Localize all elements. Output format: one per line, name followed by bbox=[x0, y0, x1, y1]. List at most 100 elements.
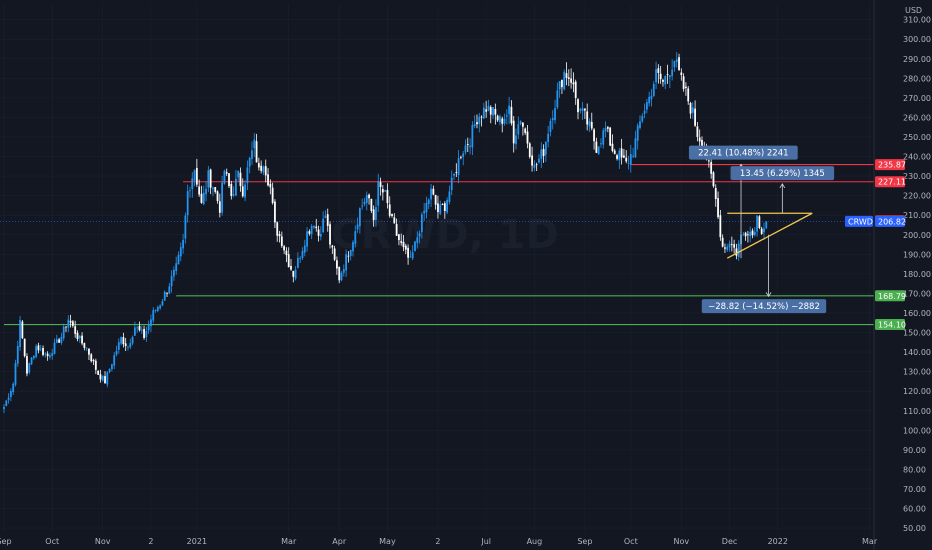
candle-body bbox=[28, 363, 31, 373]
candle-body bbox=[724, 247, 726, 249]
price-tick-label: 280.00 bbox=[903, 74, 931, 83]
candle-body bbox=[632, 155, 635, 157]
candle-body bbox=[512, 120, 515, 144]
candle-body bbox=[71, 321, 74, 326]
candle-body bbox=[749, 231, 752, 237]
candle-body bbox=[365, 195, 368, 203]
candle-body bbox=[765, 221, 768, 229]
candle-body bbox=[443, 203, 446, 211]
price-tick-label: 60.00 bbox=[903, 505, 926, 514]
candle-body bbox=[267, 174, 269, 186]
candle-body bbox=[606, 127, 609, 129]
candle-body bbox=[159, 305, 162, 309]
candle-body bbox=[329, 224, 331, 245]
candle-body bbox=[604, 127, 607, 132]
candle-body bbox=[14, 363, 17, 385]
candle-body bbox=[744, 232, 747, 237]
candle-body bbox=[544, 141, 547, 155]
candle-body bbox=[44, 353, 47, 355]
candle-body bbox=[627, 162, 630, 164]
time-tick-label: 2022 bbox=[768, 537, 788, 546]
price-tick-label: 100.00 bbox=[903, 426, 931, 435]
candle-body bbox=[609, 127, 612, 146]
time-tick-label: Sep bbox=[0, 537, 12, 546]
candle-body bbox=[659, 73, 662, 80]
candle-body bbox=[439, 204, 442, 214]
ticker-tag bbox=[845, 215, 873, 227]
candle-body bbox=[12, 383, 15, 393]
candle-body bbox=[303, 245, 306, 253]
price-tick-label: 110.00 bbox=[903, 407, 931, 416]
candle-body bbox=[182, 239, 184, 249]
candle-body bbox=[391, 214, 393, 216]
price-axis[interactable]: USD 50.00 60.00 70.00 80.00 90.00 100.00 110.0… bbox=[873, 0, 931, 550]
price-tick-label: 270.00 bbox=[903, 94, 931, 103]
candle-body bbox=[411, 252, 414, 259]
candle-body bbox=[402, 241, 405, 248]
candle-body bbox=[58, 339, 61, 343]
measure-label: 22.41 (10.48%) 2241 bbox=[698, 149, 788, 159]
candle-body bbox=[730, 244, 733, 245]
candle-body bbox=[209, 169, 212, 188]
candle-body bbox=[200, 193, 203, 203]
candle-body bbox=[409, 256, 412, 258]
candle-body bbox=[94, 360, 97, 370]
candle-body bbox=[255, 141, 258, 163]
candle-body bbox=[241, 186, 244, 197]
candle-body bbox=[156, 307, 159, 311]
candle-body bbox=[478, 116, 481, 125]
time-tick-label: Nov bbox=[95, 537, 111, 546]
candle-body bbox=[310, 226, 313, 235]
candle-body bbox=[214, 187, 217, 192]
candle-body bbox=[629, 154, 632, 165]
candle-body bbox=[526, 131, 529, 144]
candle-body bbox=[588, 121, 591, 127]
measure-label-box bbox=[730, 166, 835, 181]
candle-body bbox=[398, 234, 400, 240]
watermark: CRWD, 1D bbox=[331, 212, 559, 258]
candle-body bbox=[636, 125, 639, 141]
candle-body bbox=[547, 133, 550, 143]
candle-body bbox=[563, 71, 566, 90]
candle-body bbox=[280, 236, 283, 246]
drawing-tools[interactable]: 22.41 (10.48%) 2241 13.45 (6.29%) 1345 −28… bbox=[688, 145, 835, 314]
candle-body bbox=[189, 190, 191, 191]
candle-body bbox=[336, 260, 338, 269]
measure-label: 13.45 (6.29%) 1345 bbox=[740, 169, 825, 179]
candle-body bbox=[225, 172, 228, 174]
price-tick-label: 80.00 bbox=[903, 465, 926, 474]
candle-body bbox=[648, 96, 651, 104]
candle-body bbox=[83, 343, 86, 348]
candle-body bbox=[565, 73, 568, 79]
candle-body bbox=[388, 204, 391, 216]
candle-body bbox=[689, 103, 692, 114]
candle-body bbox=[55, 339, 58, 343]
price-tick-label: 300.00 bbox=[903, 35, 931, 44]
candle-body bbox=[489, 107, 492, 115]
price-tick-label: 240.00 bbox=[903, 153, 931, 162]
candle-body bbox=[538, 158, 540, 163]
candle-body bbox=[595, 141, 598, 153]
candle-body bbox=[668, 75, 671, 78]
candle-body bbox=[152, 310, 155, 321]
level-price-tag-text: 168.79 bbox=[878, 292, 906, 301]
candle-body bbox=[111, 364, 113, 369]
candle-body bbox=[462, 153, 465, 157]
time-axis[interactable]: Sep Oct Nov 2 2021 Mar Apr May 2 Jul Aug Sep Oct Nov D… bbox=[0, 537, 878, 546]
candle-body bbox=[400, 241, 403, 243]
candle-body bbox=[67, 319, 70, 328]
candle-body bbox=[714, 187, 717, 200]
candle-body bbox=[361, 205, 364, 207]
candle-body bbox=[696, 126, 699, 137]
candle-body bbox=[26, 356, 28, 374]
candle-body bbox=[92, 360, 95, 362]
candle-body bbox=[710, 162, 713, 174]
candle-body bbox=[237, 170, 240, 178]
candle-body bbox=[531, 155, 533, 166]
candle-body bbox=[62, 326, 65, 339]
candle-body bbox=[611, 143, 614, 151]
candle-body bbox=[742, 234, 745, 236]
time-tick-label: Jul bbox=[480, 537, 491, 546]
candle-body bbox=[510, 106, 513, 124]
